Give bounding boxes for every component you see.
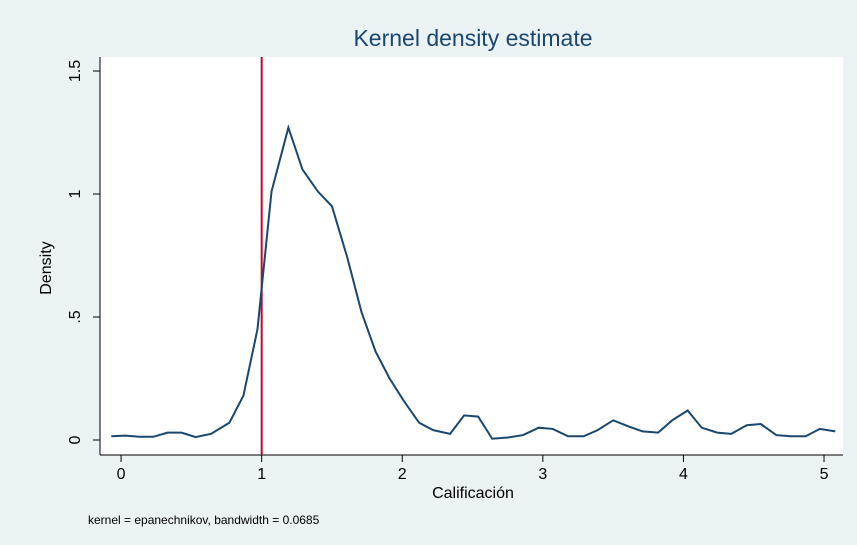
y-tick-label: 1.5 <box>67 60 84 82</box>
x-tick-label: 5 <box>820 466 829 483</box>
x-tick-label: 4 <box>679 466 688 483</box>
density-line <box>111 124 836 440</box>
note: kernel = epanechnikov, bandwidth = 0.068… <box>88 513 320 527</box>
x-tick-label: 1 <box>257 466 266 483</box>
chart-title: Kernel density estimate <box>353 25 592 51</box>
plot-region <box>100 57 843 455</box>
y-tick-label: .5 <box>67 310 84 323</box>
y-tick-label: 1 <box>67 189 84 198</box>
y-axis-label: Density <box>38 241 55 294</box>
x-tick-label: 0 <box>117 466 126 483</box>
x-tick-label: 3 <box>538 466 547 483</box>
x-tick-label: 2 <box>398 466 407 483</box>
y-tick-label: 0 <box>67 435 84 444</box>
x-axis-label: Calificación <box>432 485 514 502</box>
